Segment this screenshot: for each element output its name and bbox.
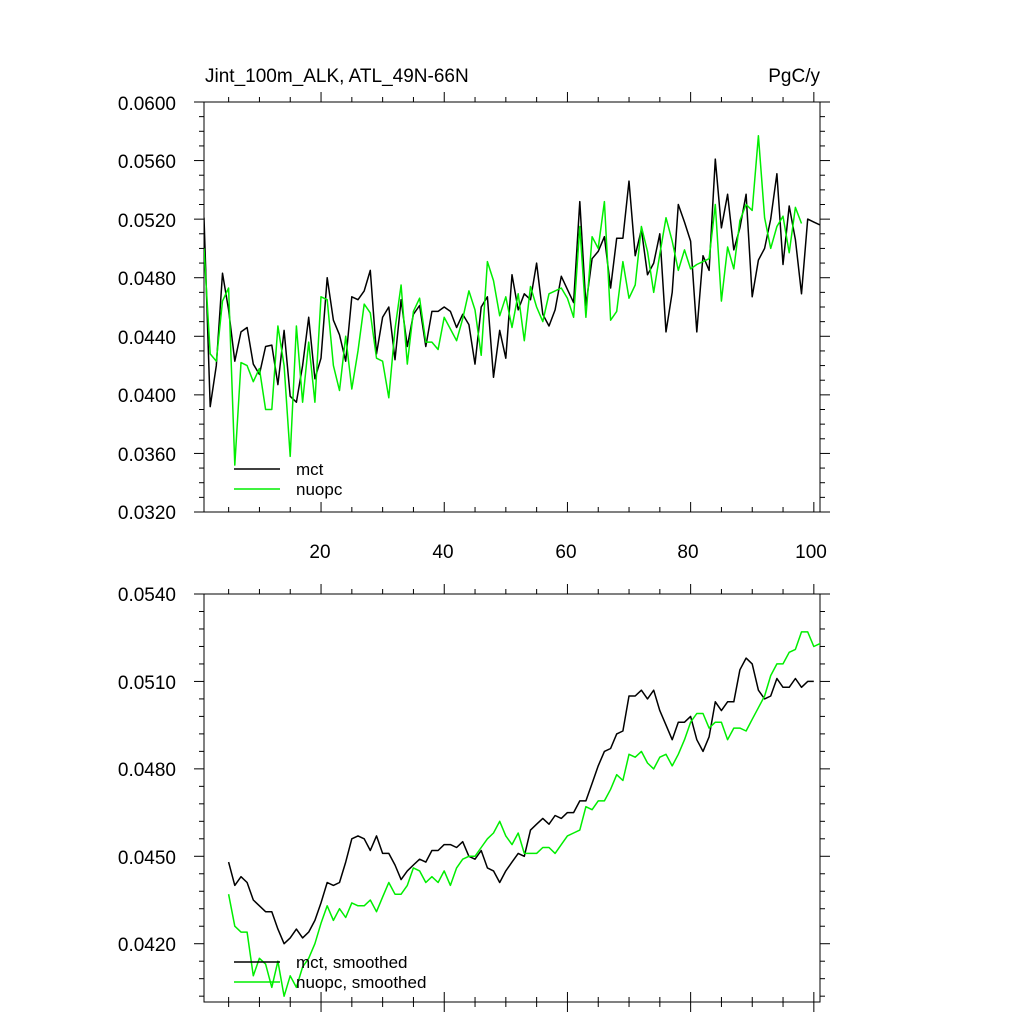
top-x-tick-label: 20 bbox=[309, 542, 330, 563]
bottom-legend: mct, smoothed nuopc, smoothed bbox=[234, 953, 426, 992]
top-chart-units: PgC/y bbox=[768, 66, 820, 87]
bottom-y-tick-label: 0.0420 bbox=[118, 935, 176, 956]
top-y-tick-label: 0.0400 bbox=[118, 386, 176, 407]
top-y-tick-labels: 0.0320 0.0360 0.0400 0.0440 0.0480 0.052… bbox=[118, 94, 176, 524]
top-panel: Jint_100m_ALK, ATL_49N-66N PgC/y 0.0320 … bbox=[118, 66, 830, 563]
top-series bbox=[204, 134, 820, 466]
bottom-series bbox=[227, 631, 820, 997]
bottom-series-nuopc-smoothed bbox=[227, 631, 820, 997]
bottom-y-tick-label: 0.0450 bbox=[118, 848, 176, 869]
top-plot-frame bbox=[203, 101, 821, 513]
top-legend-label-mct: mct bbox=[296, 460, 324, 479]
bottom-legend-label-nuopc: nuopc, smoothed bbox=[296, 973, 426, 992]
top-x-tick-label: 80 bbox=[677, 542, 698, 563]
top-x-tick-label: 40 bbox=[432, 542, 453, 563]
bottom-plot-frame bbox=[203, 593, 821, 1003]
bottom-y-tick-labels: 0.0420 0.0450 0.0480 0.0510 0.0540 bbox=[118, 585, 176, 956]
top-legend-label-nuopc: nuopc bbox=[296, 480, 343, 499]
top-y-tick-label: 0.0480 bbox=[118, 269, 176, 290]
top-y-tick-label: 0.0320 bbox=[118, 503, 176, 524]
bottom-axes bbox=[194, 584, 830, 1012]
bottom-y-tick-label: 0.0510 bbox=[118, 673, 176, 694]
top-legend: mct nuopc bbox=[234, 460, 343, 499]
bottom-y-tick-label: 0.0540 bbox=[118, 585, 176, 606]
top-chart-title: Jint_100m_ALK, ATL_49N-66N bbox=[205, 66, 469, 87]
top-axes bbox=[194, 92, 830, 513]
top-series-nuopc bbox=[204, 134, 803, 466]
bottom-panel: 0.0420 0.0450 0.0480 0.0510 0.0540 mct, … bbox=[118, 584, 830, 1012]
bottom-y-tick-label: 0.0480 bbox=[118, 760, 176, 781]
top-x-tick-label: 60 bbox=[555, 542, 576, 563]
top-y-tick-label: 0.0440 bbox=[118, 328, 176, 349]
top-y-tick-label: 0.0520 bbox=[118, 211, 176, 232]
bottom-series-mct-smoothed bbox=[227, 657, 814, 945]
top-series-mct bbox=[204, 158, 820, 408]
top-y-tick-label: 0.0560 bbox=[118, 152, 176, 173]
top-x-tick-label: 100 bbox=[795, 542, 827, 563]
top-y-tick-label: 0.0360 bbox=[118, 445, 176, 466]
bottom-legend-label-mct: mct, smoothed bbox=[296, 953, 408, 972]
top-x-tick-labels: 20 40 60 80 100 bbox=[309, 542, 826, 563]
top-y-tick-label: 0.0600 bbox=[118, 94, 176, 115]
